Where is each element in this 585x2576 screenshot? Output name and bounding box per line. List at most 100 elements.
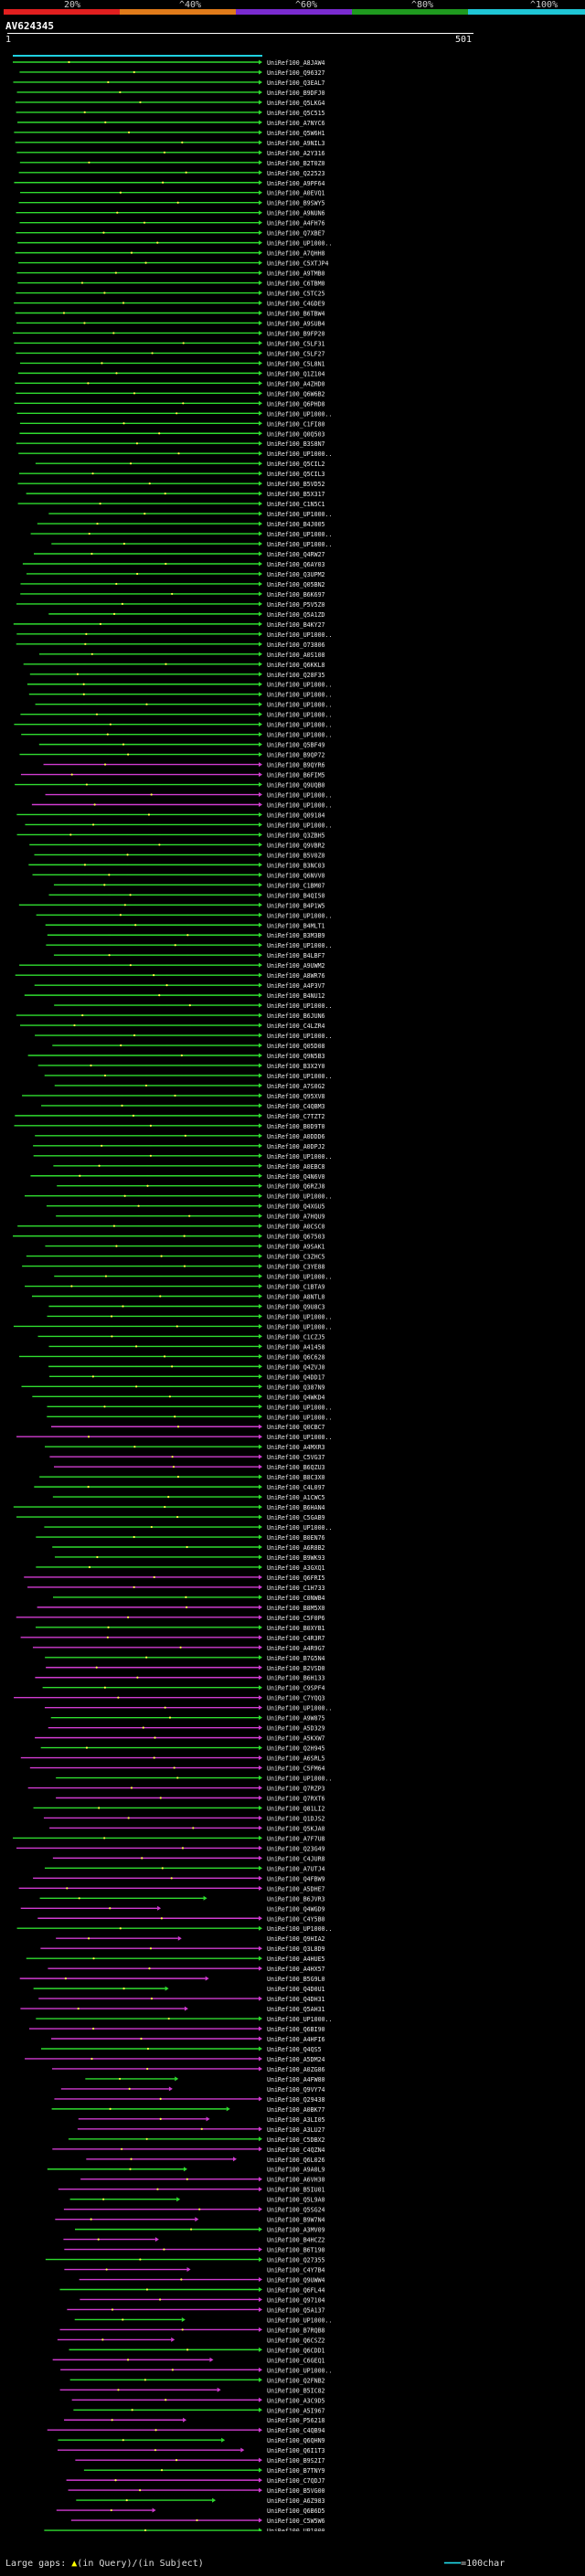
hit-label[interactable]: UniRef100_C9SPF4 [267,1685,325,1692]
hit-label[interactable]: UniRef100_C4Y7B4 [267,2267,325,2274]
hit-label[interactable]: UniRef100_A4P3V7 [267,982,325,990]
hit-label[interactable]: UniRef100_A6Z983 [267,2497,325,2505]
hit-label[interactable]: UniRef100_UP1000.. [267,1002,332,1010]
hit-label[interactable]: UniRef100_Q6L026 [267,2157,325,2164]
hit-label[interactable]: UniRef100_C4JUR8 [267,1855,325,1862]
hit-label[interactable]: UniRef100_Q4WGD9 [267,1905,325,1913]
hit-label[interactable]: UniRef100_B0EN76 [267,1534,325,1542]
hit-label[interactable]: UniRef100_Q5A137 [267,2306,325,2314]
hit-label[interactable]: UniRef100_UP1000.. [267,702,332,709]
hit-label[interactable]: UniRef100_A6VH30 [267,2177,325,2184]
hit-label[interactable]: UniRef100_UP1000.. [267,1193,332,1201]
hit-label[interactable]: UniRef100_UP1000.. [267,1414,332,1421]
hit-label[interactable]: UniRef100_Q4FBW9 [267,1875,325,1882]
hit-label[interactable]: UniRef100_A4FW80 [267,2076,325,2083]
hit-label[interactable]: UniRef100_B4HCZ2 [267,2237,325,2244]
hit-label[interactable]: UniRef100_A9NUN6 [267,210,325,217]
hit-label[interactable]: UniRef100_UP1000.. [267,1153,332,1161]
hit-label[interactable]: UniRef100_Q4RW27 [267,551,325,558]
hit-label[interactable]: UniRef100_A5DM24 [267,2056,325,2063]
hit-label[interactable]: UniRef100_Q5SG24 [267,2207,325,2214]
hit-label[interactable]: UniRef100_A9A0L9 [267,2167,325,2174]
hit-label[interactable]: UniRef100_Q6KKL8 [267,662,325,669]
hit-label[interactable]: UniRef100_A4ZHD0 [267,380,325,387]
hit-label[interactable]: UniRef100_Q9UQB0 [267,782,325,790]
hit-label[interactable]: UniRef100_A41458 [267,1343,325,1351]
hit-label[interactable]: UniRef100_B4LBF7 [267,952,325,959]
hit-label[interactable]: UniRef100_A7S0G2 [267,1083,325,1090]
hit-label[interactable]: UniRef100_B0XYB1 [267,1625,325,1632]
hit-label[interactable]: UniRef100_Q5L9A0 [267,2197,325,2204]
hit-label[interactable]: UniRef100_B7RQB8 [267,2327,325,2334]
hit-label[interactable]: UniRef100_A3C9D5 [267,2397,325,2404]
hit-label[interactable]: UniRef100_UP1000.. [267,2367,332,2374]
hit-label[interactable]: UniRef100_B6K697 [267,591,325,599]
hit-label[interactable]: UniRef100_B6JVR3 [267,1895,325,1903]
hit-label[interactable]: UniRef100_B7TNY9 [267,2467,325,2475]
hit-label[interactable]: UniRef100_Q1DJS2 [267,1815,325,1822]
hit-label[interactable]: UniRef100_Q0Q503 [267,430,325,438]
hit-label[interactable]: UniRef100_Q4N6V0 [267,1173,325,1181]
hit-label[interactable]: UniRef100_C5XTJP4 [267,260,329,268]
hit-label[interactable]: UniRef100_C4QB94 [267,2427,325,2434]
hit-label[interactable]: UniRef100_Q95XV8 [267,1093,325,1100]
hit-label[interactable]: UniRef100_B5V0Z0 [267,852,325,859]
hit-label[interactable]: UniRef100_Q6QHN9 [267,2437,325,2444]
hit-label[interactable]: UniRef100_Q9VY74 [267,2086,325,2094]
hit-label[interactable]: UniRef100_C3ZHC5 [267,1254,325,1261]
hit-label[interactable]: UniRef100_Q9U8C3 [267,1303,325,1310]
hit-label[interactable]: UniRef100_UP1000.. [267,541,332,548]
hit-label[interactable]: UniRef100_C5DBX2 [267,2136,325,2144]
hit-label[interactable]: UniRef100_C4R3R7 [267,1635,325,1642]
hit-label[interactable]: UniRef100_Q6PHD8 [267,400,325,408]
hit-label[interactable]: UniRef100_A8NTL0 [267,1294,325,1301]
hit-label[interactable]: UniRef100_UP1000.. [267,682,332,689]
hit-label[interactable]: UniRef100_C1FI80 [267,420,325,428]
hit-label[interactable]: UniRef100_Q4XGU5 [267,1203,325,1211]
hit-label[interactable]: UniRef100_B4P1W5 [267,902,325,909]
hit-label[interactable]: UniRef100_Q6FRI5 [267,1574,325,1582]
hit-label[interactable]: UniRef100_C4LZR4 [267,1023,325,1030]
hit-label[interactable]: UniRef100_Q9HIA2 [267,1935,325,1943]
hit-label[interactable]: UniRef100_UP1000.. [267,240,332,248]
hit-label[interactable]: UniRef100_Q09184 [267,811,325,819]
hit-label[interactable]: UniRef100_Q6RZJ8 [267,1183,325,1191]
hit-label[interactable]: UniRef100_B9SWY5 [267,200,325,207]
hit-label[interactable]: UniRef100_A3LI05 [267,2116,325,2124]
hit-label[interactable]: UniRef100_Q4ZVJ0 [267,1363,325,1371]
hit-label[interactable]: UniRef100_B6FIM5 [267,772,325,779]
hit-label[interactable]: UniRef100_Q81LI2 [267,1805,325,1812]
hit-label[interactable]: UniRef100_B0D9T0 [267,1123,325,1130]
hit-label[interactable]: UniRef100_A2Y316 [267,150,325,157]
hit-label[interactable]: UniRef100_A9NIL3 [267,140,325,147]
hit-label[interactable]: UniRef100_B4QI50 [267,892,325,899]
hit-label[interactable]: UniRef100_Q6FL44 [267,2287,325,2295]
hit-label[interactable]: UniRef100_B3NC03 [267,862,325,869]
hit-label[interactable]: UniRef100_Q96327 [267,69,325,77]
hit-label[interactable]: UniRef100_B9FP20 [267,330,325,337]
hit-label[interactable]: UniRef100_A5I967 [267,2407,325,2414]
hit-label[interactable]: UniRef100_B5X317 [267,491,325,498]
hit-label[interactable]: UniRef100_C5GAB9 [267,1514,325,1521]
hit-label[interactable]: UniRef100_B9WK93 [267,1554,325,1562]
hit-label[interactable]: UniRef100_UP1000.. [267,822,332,829]
hit-label[interactable]: UniRef100_UP1000.. [267,1073,332,1080]
hit-label[interactable]: UniRef100_UP1000.. [267,511,332,518]
hit-label[interactable]: UniRef100_Q5CIL2 [267,461,325,468]
hit-label[interactable]: UniRef100_A0DDD6 [267,1133,325,1140]
hit-label[interactable]: UniRef100_A1CWC5 [267,1494,325,1501]
hit-label[interactable]: UniRef100_A0EBC8 [267,1163,325,1171]
hit-label[interactable]: UniRef100_Q4DH31 [267,1996,325,2003]
hit-label[interactable]: UniRef100_B5IU01 [267,2187,325,2194]
hit-label[interactable]: UniRef100_B6QZU3 [267,1464,325,1471]
hit-label[interactable]: UniRef100_C7QDJ7 [267,2477,325,2485]
hit-label[interactable]: UniRef100_UP1000.. [267,732,332,739]
hit-label[interactable]: UniRef100_A0EVQ1 [267,190,325,197]
hit-label[interactable]: UniRef100_C5F0P6 [267,1615,325,1622]
hit-label[interactable]: UniRef100_UP1000.. [267,1323,332,1330]
hit-label[interactable]: UniRef100_Q9N5B3 [267,1053,325,1060]
hit-label[interactable]: UniRef100_Q5BF49 [267,742,325,749]
hit-label[interactable]: UniRef100_B2VSD0 [267,1665,325,1672]
hit-label[interactable]: UniRef100_B7G5N4 [267,1655,325,1662]
hit-label[interactable]: UniRef100_Q9VBR2 [267,842,325,849]
